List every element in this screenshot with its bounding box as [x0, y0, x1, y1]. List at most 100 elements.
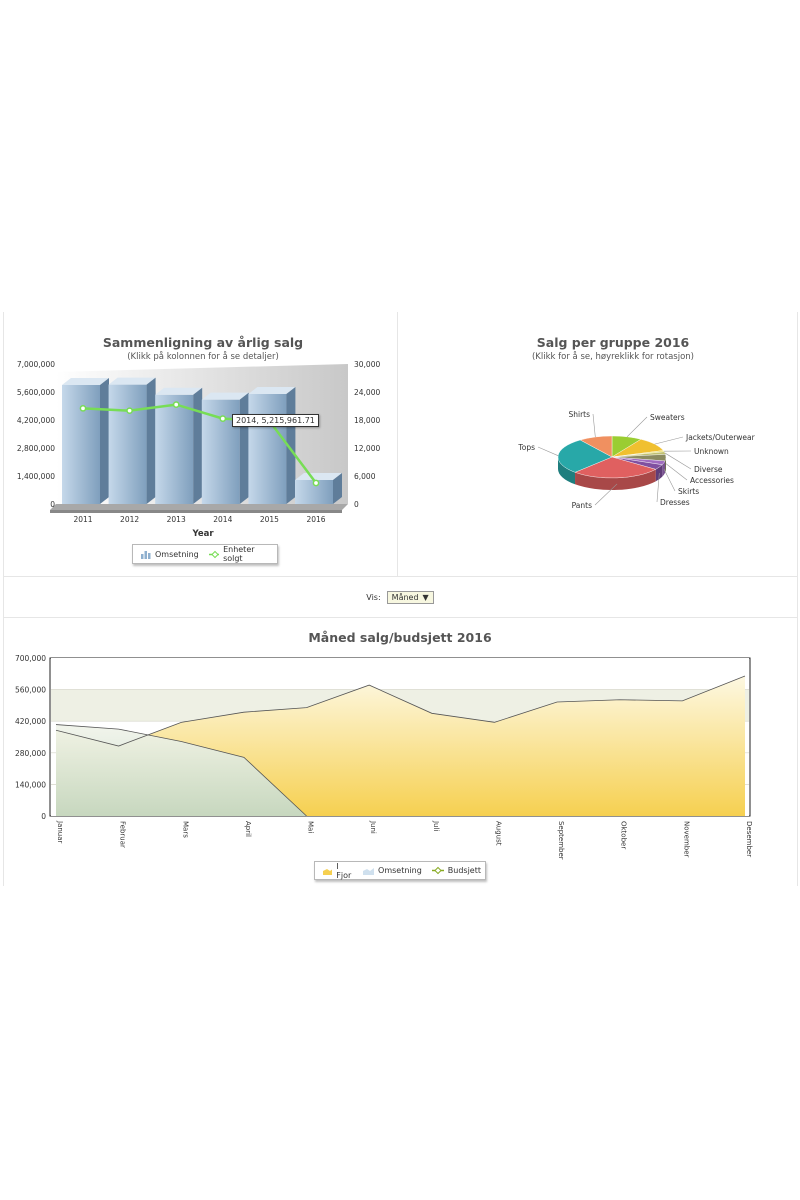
area-chart-icon	[323, 868, 333, 875]
pie-label-connector	[664, 452, 692, 470]
y2-axis-tick-label: 18,000	[354, 416, 380, 425]
yearly-chart-title: Sammenligning av årlig salg	[103, 335, 303, 350]
pie-label-connector	[665, 463, 688, 481]
bar-side	[239, 392, 249, 504]
pie-slice-label: Pants	[572, 501, 592, 510]
bar-top	[201, 392, 249, 400]
bar-top	[295, 473, 342, 480]
units-sold-point[interactable]	[312, 479, 320, 487]
pie-slice-label: Tops	[517, 443, 535, 452]
x-axis-tick-label: 2014	[213, 515, 232, 524]
legend-item-budget[interactable]: Budsjett	[431, 866, 482, 875]
units-sold-point[interactable]	[172, 401, 180, 408]
x-axis-tick-label: Oktober	[620, 821, 628, 849]
y2-axis-tick-label: 0	[354, 500, 359, 509]
x-axis-tick-label: Juli	[432, 820, 440, 831]
pie-label-connector	[656, 473, 660, 503]
yearly-chart-subtitle: (Klikk på kolonnen for å se detaljer)	[127, 351, 279, 362]
x-axis-tick-label: 2011	[73, 515, 92, 524]
units-sold-point[interactable]	[79, 404, 87, 412]
pie-slice-label: Shirts	[568, 410, 590, 419]
x-axis-tick-label: April	[244, 821, 252, 837]
bar[interactable]	[201, 392, 249, 504]
y2-axis-tick-label: 30,000	[354, 360, 380, 369]
y-axis-tick-label: 700,000	[15, 654, 46, 663]
bar-side	[193, 387, 203, 504]
y-axis-tick-label: 2,800,000	[17, 444, 55, 453]
period-select[interactable]: Måned ▼	[386, 590, 434, 604]
pie-label-connector	[537, 446, 559, 456]
bar[interactable]	[155, 387, 203, 504]
pie-slice[interactable]	[574, 456, 657, 479]
plot-floor	[50, 504, 348, 510]
pie-slice-side	[575, 469, 656, 490]
pie-slice-label: Accessories	[690, 476, 734, 485]
pie-slice-label: Diverse	[694, 465, 723, 474]
pie-slice-side	[558, 457, 576, 485]
pie-label-connector	[626, 416, 648, 438]
pie-slice-label: Unknown	[694, 447, 729, 456]
group-sales-chart: Salg per gruppe 2016 (Klikk for å se, hø…	[517, 335, 756, 510]
x-axis-tick-label: August	[494, 821, 502, 846]
x-axis-tick-label: September	[557, 821, 565, 860]
yearly-sales-chart: Sammenligning av årlig salg (Klikk på ko…	[17, 335, 381, 539]
pie-slice-label: Skirts	[678, 487, 699, 496]
monthly-legend: I Fjor Omsetning Budsjett	[314, 861, 486, 880]
monthly-chart-title: Måned salg/budsjett 2016	[308, 630, 492, 645]
panel-divider	[397, 312, 398, 576]
x-axis-tick-label: Juni	[369, 820, 377, 834]
period-filter: Vis: Måned ▼	[0, 586, 800, 608]
units-sold-line	[82, 403, 317, 484]
x-axis-tick-label: Januar	[56, 820, 64, 844]
x-axis-tick-label: Februar	[119, 821, 127, 848]
yearly-x-axis-label: Year	[191, 529, 214, 539]
legend-label-revenue: Omsetning	[155, 549, 199, 559]
pie-slice-side	[655, 464, 663, 482]
y-axis-tick-label: 420,000	[15, 717, 46, 726]
bar-tooltip: 2014, 5,215,961.71	[232, 414, 319, 427]
bar-side	[146, 377, 156, 504]
group-chart-subtitle: (Klikk for å se, høyreklikk for rotasjon…	[532, 351, 694, 362]
pie-slice[interactable]	[557, 439, 613, 473]
bar-top	[155, 387, 203, 395]
pie-label-connector	[594, 483, 618, 506]
legend-item-revenue[interactable]: Omsetning	[363, 866, 422, 875]
units-sold-point[interactable]	[219, 415, 227, 422]
bar-top	[248, 387, 296, 394]
revenue-line	[55, 724, 307, 817]
legend-item-last-year[interactable]: I Fjor	[323, 862, 353, 880]
x-axis-tick-label: 2015	[260, 515, 279, 524]
x-axis-tick-label: Mai	[307, 821, 315, 833]
filter-label: Vis:	[366, 592, 381, 602]
bar-top	[108, 377, 156, 385]
dropdown-arrow-icon: ▼	[422, 592, 429, 602]
units-sold-point[interactable]	[126, 407, 133, 415]
bar-side	[100, 378, 109, 504]
y2-axis-tick-label: 24,000	[354, 388, 380, 397]
legend-item-units[interactable]: Enheter solgt	[208, 545, 269, 563]
area-revenue[interactable]	[56, 724, 307, 816]
y-axis-tick-label: 280,000	[15, 749, 46, 758]
frame-border-right	[797, 312, 798, 886]
legend-label-units: Enheter solgt	[223, 545, 255, 563]
legend-label-budget: Budsjett	[447, 866, 482, 875]
x-axis-tick-label: 2012	[120, 515, 139, 524]
x-axis-tick-label: Mars	[181, 821, 189, 838]
bar[interactable]	[62, 378, 109, 504]
yearly-legend: Omsetning Enheter solgt	[132, 544, 278, 564]
legend-label-last-year: I Fjor	[336, 861, 352, 880]
y-axis-tick-label: 7,000,000	[17, 360, 55, 369]
x-axis-tick-label: Desember	[745, 821, 753, 857]
bar-chart-icon	[141, 550, 151, 559]
last-year-line	[55, 675, 746, 747]
bar[interactable]	[108, 377, 156, 504]
panel-divider	[3, 576, 798, 577]
bar[interactable]	[295, 473, 342, 504]
pie-slice-label: Jackets/Outerwear	[685, 433, 756, 442]
pie-label-connector	[663, 468, 676, 492]
legend-item-revenue[interactable]: Omsetning	[141, 550, 199, 559]
pie-slice[interactable]	[579, 435, 613, 458]
y-axis-tick-label: 140,000	[15, 780, 46, 789]
legend-label-revenue: Omsetning	[378, 866, 422, 875]
bar-front	[108, 384, 147, 504]
